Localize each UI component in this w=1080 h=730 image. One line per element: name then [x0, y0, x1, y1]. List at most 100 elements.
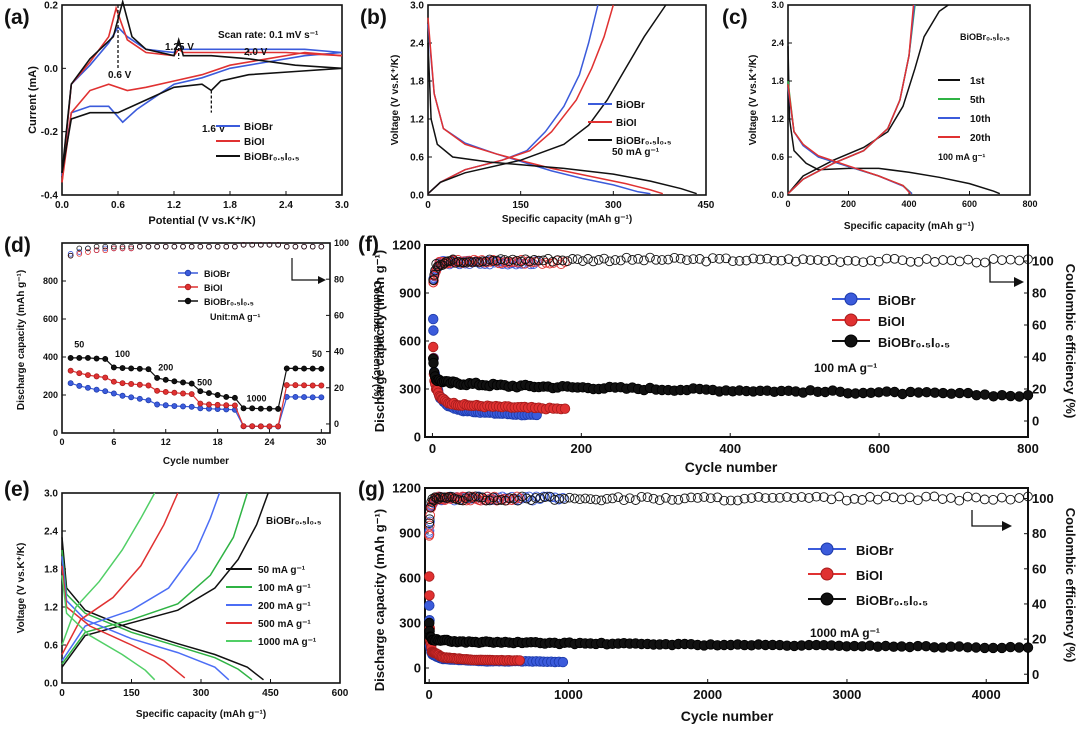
panel-letter-f: (f): [358, 233, 379, 256]
xtick-label-f-3: 600: [868, 441, 890, 456]
profile-curve-c-0-0: [787, 46, 1001, 195]
rate-point-1-23: [266, 423, 273, 430]
rate-point-1-8: [136, 381, 143, 388]
rate-point-0-4: [102, 388, 109, 395]
ce-point-g-2-62: [667, 495, 677, 505]
cv-curve-2-1: [61, 0, 343, 173]
rate-label-b: 50 mA g⁻¹: [612, 147, 660, 158]
ytick-label-b-1: 0.6: [410, 153, 424, 164]
ce-point-g-2-66: [692, 493, 703, 503]
xtick-label-e-0: 0: [59, 688, 65, 699]
ce-point-g-2-78: [774, 492, 785, 503]
xtick-label-a-1: 0.6: [111, 200, 125, 211]
ce-point-f-2-74: [748, 253, 759, 264]
ce-point-f-2-87: [843, 255, 853, 266]
legend-marker-f-0: [844, 292, 858, 306]
xtick-label-f-1: 200: [570, 441, 592, 456]
ce-point-1-5: [111, 245, 117, 252]
ce-point-f-2-47: [583, 254, 593, 264]
ce-point-f-2-94: [897, 255, 908, 266]
legend-label-e-0: 50 mA g⁻¹: [258, 565, 306, 576]
capacity-point-g-1-1: [424, 590, 435, 601]
profile-curve-e-4-0: [61, 575, 156, 681]
ce-point-2-2: [85, 245, 91, 252]
rate-point-1-27: [301, 382, 308, 389]
capacity-point-g-1-0: [424, 571, 435, 582]
profile-curve-e-3-1: [61, 492, 179, 655]
rate-point-2-25: [283, 365, 290, 372]
ce-point-f-1-48: [537, 259, 548, 269]
rate-point-1-6: [119, 380, 126, 387]
ce-point-g-2-97: [921, 491, 931, 502]
rate-point-1-13: [180, 390, 186, 397]
panel-c: (c) 0 200 400 600 800 0.0 0.6 1.2 1.8 2.4 3.0 Spec…: [722, 0, 1038, 232]
ce-point-g-2-101: [954, 495, 965, 506]
ce-point-f-2-66: [694, 254, 705, 264]
legend-label-c-3: 20th: [970, 133, 991, 144]
rate-point-2-6: [119, 365, 126, 371]
rate-point-2-21: [249, 405, 256, 412]
rate-point-2-19: [231, 394, 238, 401]
ce-point-f-2-42: [557, 255, 568, 266]
ce-point-f-2-11: [443, 256, 454, 266]
rate-point-1-7: [128, 381, 135, 387]
profile-curve-b-2-0: [427, 42, 697, 195]
rate-line-1: [70, 370, 322, 427]
legend-c: 1st 5th 10th 20th: [938, 76, 991, 144]
rate-point-2-29: [318, 365, 325, 372]
ce-point-2-26: [292, 243, 299, 250]
panel-letter-a: (a): [4, 6, 30, 29]
legend-b: BiOBr BiOI BiOBr₀.₅I₀.₅: [588, 100, 672, 147]
ce-point-f-2-77: [769, 255, 780, 266]
ce-point-g-2-46: [575, 494, 585, 505]
rate-label-f: 100 mA g⁻¹: [814, 361, 877, 375]
cv-curve-0-1: [61, 25, 343, 177]
ce-point-f-2-96: [913, 256, 924, 267]
ce-point-1-6: [119, 245, 126, 252]
ce-point-g-2-39: [540, 492, 550, 502]
legend-label-g-0: BiOBr: [856, 543, 894, 558]
legend-label-f-1: BiOI: [878, 314, 905, 329]
ytick-label-e-1: 0.6: [44, 641, 58, 652]
ce-point-2-14: [188, 243, 195, 250]
ce-arrow-head-g: [1002, 521, 1012, 531]
profile-curve-b-0-1: [427, 4, 599, 195]
ce-point-g-2-99: [937, 494, 948, 504]
ce-point-f-2-109: [1023, 254, 1033, 265]
rate-point-2-12: [171, 378, 178, 385]
legend-marker-d-0: [184, 269, 192, 277]
ce-point-f-2-67: [701, 256, 712, 267]
rate-point-1-12: [171, 389, 178, 396]
ce-point-f-2-83: [812, 255, 823, 265]
ce-point-2-16: [206, 243, 212, 250]
ce-point-g-2-70: [719, 495, 729, 506]
ce-point-g-2-52: [607, 493, 618, 504]
ce-point-g-2-17: [455, 495, 465, 506]
ce-point-g-2-44: [564, 492, 575, 503]
ce-point-1-3: [93, 247, 100, 254]
ytick-label-f-4: 1200: [392, 238, 421, 253]
ce-point-g-2-86: [834, 491, 844, 502]
ce-point-g-2-82: [804, 493, 814, 503]
xtick-label-e-4: 600: [332, 688, 349, 699]
legend-label-d-0: BiOBr: [204, 269, 231, 279]
ce-point-f-2-68: [707, 253, 718, 263]
ce-point-g-2-40: [544, 491, 555, 502]
cv-curve-2-0: [61, 67, 343, 173]
ce-point-2-6: [119, 243, 126, 250]
ce-point-f-2-55: [627, 255, 638, 265]
capacity-point-g-2-105: [988, 642, 999, 654]
ytick-label-e-4: 2.4: [44, 527, 58, 538]
profile-curve-b-1-0: [427, 17, 664, 195]
ce-point-g-2-104: [979, 494, 990, 505]
ce-point-f-2-57: [639, 255, 649, 266]
rate-point-0-10: [154, 401, 161, 408]
ce-point-2-18: [223, 243, 230, 250]
rate-step-label-1: 100: [115, 349, 130, 359]
rate-point-0-3: [93, 386, 100, 393]
y2tick-label-d-1: 20: [334, 383, 344, 393]
ce-point-g-2-22: [470, 491, 481, 502]
ce-point-2-24: [275, 242, 281, 248]
ylabel-e: Voltage (V vs.K⁺/K): [16, 543, 27, 634]
ce-point-g-2-50: [596, 495, 607, 506]
